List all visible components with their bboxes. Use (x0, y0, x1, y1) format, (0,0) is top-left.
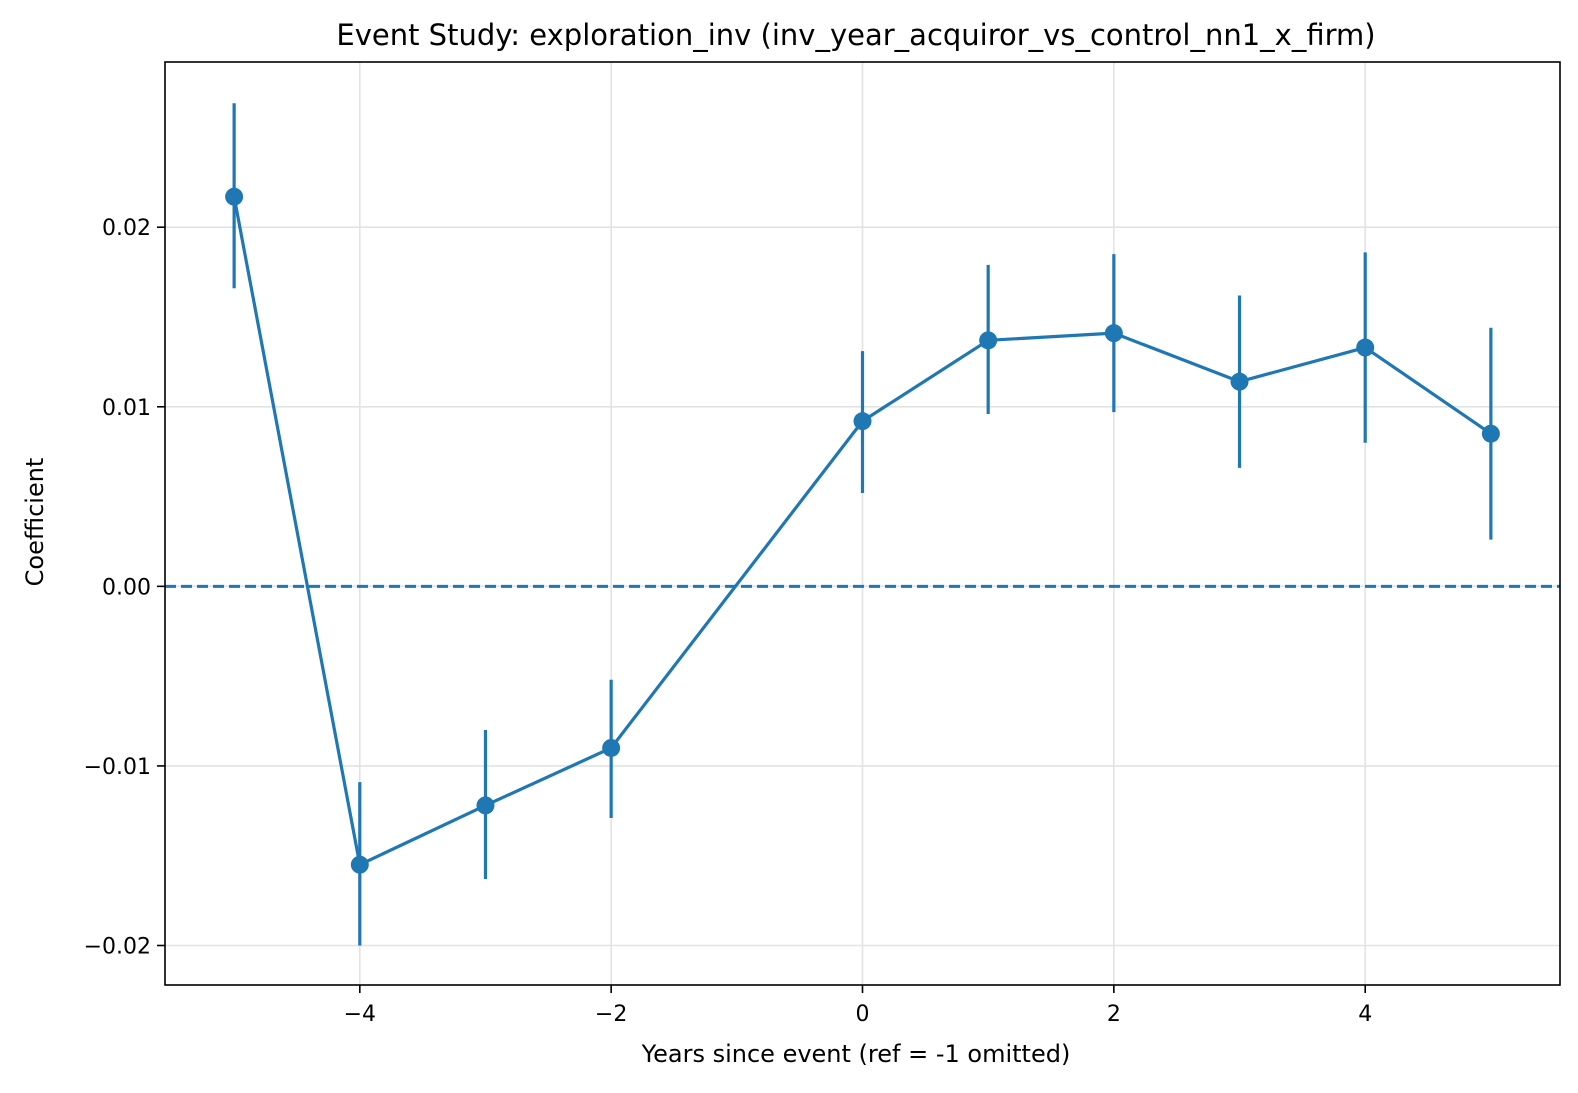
data-point (1481, 424, 1500, 443)
x-tick-label: −2 (595, 1002, 627, 1027)
data-points (225, 187, 1500, 874)
data-point (979, 331, 998, 350)
x-axis-ticks: −4 −2 0 2 4 (344, 985, 1372, 1027)
grid-layer (165, 62, 1560, 985)
y-tick-label: 0.02 (102, 216, 151, 241)
coefficient-line (232, 196, 1492, 867)
data-point (1230, 372, 1249, 391)
x-axis-label: Years since event (ref = -1 omitted) (641, 1040, 1071, 1068)
y-axis-ticks: −0.02 −0.01 0.00 0.01 0.02 (84, 216, 165, 959)
chart-title: Event Study: exploration_inv (inv_year_a… (336, 18, 1375, 52)
y-tick-label: −0.02 (84, 934, 151, 959)
y-tick-label: 0.01 (102, 396, 151, 421)
y-axis-label: Coefficient (21, 458, 49, 587)
data-point (225, 187, 244, 206)
y-tick-label: 0.00 (102, 575, 151, 600)
x-tick-label: −4 (344, 1002, 376, 1027)
x-tick-label: 4 (1358, 1002, 1372, 1027)
y-tick-label: −0.01 (84, 755, 151, 780)
data-point (476, 796, 495, 815)
data-point (350, 855, 369, 874)
data-point (1356, 338, 1375, 357)
x-tick-label: 2 (1107, 1002, 1121, 1027)
data-point (1104, 324, 1123, 343)
data-point (602, 738, 621, 757)
x-tick-label: 0 (856, 1002, 870, 1027)
data-point (853, 412, 872, 431)
